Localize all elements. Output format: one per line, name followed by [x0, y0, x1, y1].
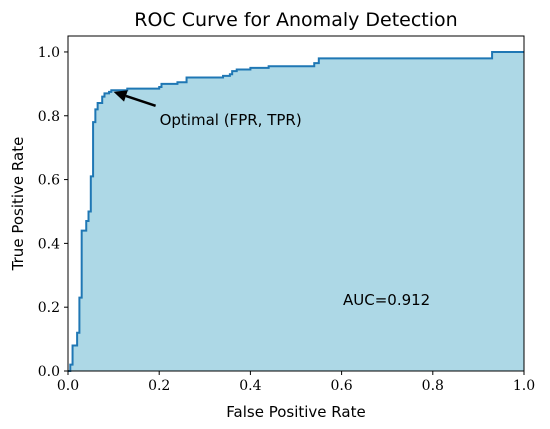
x-axis-label: False Positive Rate: [226, 403, 365, 421]
x-tick-label: 0.0: [57, 378, 79, 394]
y-axis-ticks: 0.0 0.2 0.4 0.6 0.8 1.0: [38, 45, 68, 380]
y-axis-label: True Positive Rate: [9, 137, 27, 272]
plot-frame: [67, 35, 525, 372]
annotation-arrow-head: [113, 90, 128, 102]
x-tick-label: 0.4: [239, 378, 261, 394]
x-tick-label: 0.2: [148, 378, 170, 394]
annotation-arrow-shaft: [125, 94, 156, 108]
y-tick-label: 0.6: [38, 173, 60, 189]
x-tick-label: 1.0: [513, 378, 535, 394]
y-tick-label: 1.0: [38, 45, 60, 61]
annotation-label: Optimal (FPR, TPR): [160, 111, 302, 129]
roc-curve-line: [68, 50, 524, 372]
auc-label: AUC=0.912: [343, 291, 430, 309]
roc-area-fill: [68, 51, 524, 371]
optimal-point-annotation: Optimal (FPR, TPR): [113, 90, 302, 129]
x-tick-label: 0.6: [330, 378, 352, 394]
x-axis-ticks: 0.0 0.2 0.4 0.6 0.8 1.0: [57, 371, 535, 394]
chart-title: ROC Curve for Anomaly Detection: [134, 9, 457, 31]
y-tick-label: 0.0: [38, 364, 60, 380]
x-tick-label: 0.8: [422, 378, 444, 394]
y-tick-label: 0.2: [38, 300, 60, 316]
y-tick-label: 0.8: [38, 109, 60, 125]
y-tick-label: 0.4: [38, 236, 60, 252]
